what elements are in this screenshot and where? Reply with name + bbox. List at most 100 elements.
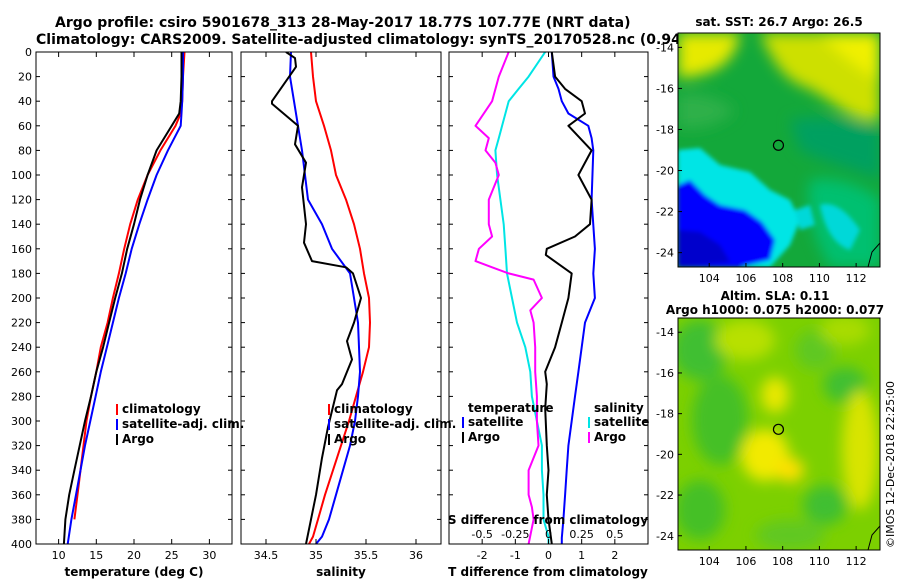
map-x-tick-label: 106 [735,555,756,568]
x-tick-label: -2 [477,549,488,562]
y-tick-label: 280 [11,390,32,403]
y-tick-label: 80 [18,144,32,157]
x-tick-label: 35 [309,549,323,562]
series-argo [271,52,362,544]
map-y-tick-label: -14 [656,326,674,339]
y-tick-label: 0 [25,46,32,59]
legend-label-s-satellite: satellite [594,415,649,429]
map-y-tick-label: -22 [656,489,674,502]
salinity-panel: 34.5 35 35.5 36 salinity climatology satell… [240,51,456,579]
legend-title-salinity: salinity [594,401,644,415]
temperature-curves [62,52,186,544]
y-tick-label: 320 [11,440,32,453]
map-y-tick-label: -16 [656,82,674,95]
top-x-tick-label: 0 [545,528,552,541]
y-tick-label: 360 [11,489,32,502]
map-x-tick-label: 110 [809,272,830,285]
map-x-tick-label: 112 [846,555,867,568]
map-y-tick-label: -16 [656,367,674,380]
map-y-tick-label: -18 [656,408,674,421]
map-x-tick-label: 110 [809,555,830,568]
sla-map-frame [677,317,881,551]
difference-curves [474,52,596,544]
series-argo [62,52,183,544]
temperature-yticks: 0 20 40 60 80 100 120 140 160 180 200 220 240 260 280 3… [11,46,32,551]
series-t-satellite [550,52,596,544]
sst-map-panel: sat. SST: 26.7 Argo: 26.5 104 106 108 110 1 [656,15,881,285]
x-tick-label: 36 [409,549,423,562]
temperature-panel: 0 20 40 60 80 100 120 140 160 180 200 220 240 260 280 3… [11,46,244,579]
x-tick-label: 1 [578,549,585,562]
y-tick-label: 100 [11,169,32,182]
legend-label-t-satellite: satellite [468,415,523,429]
map-x-tick-label: 108 [772,272,793,285]
y-tick-label: 60 [18,120,32,133]
y-tick-label: 220 [11,317,32,330]
series-climatology [73,52,186,520]
series-satellite-adj-clim- [289,52,361,544]
map-x-tick-label: 108 [772,555,793,568]
sst-map-title: sat. SST: 26.7 Argo: 26.5 [695,15,862,29]
sst-map-xticks: 104 106 108 110 112 [699,263,867,285]
salinity-curves [271,52,371,544]
x-tick-label: 34.5 [254,549,279,562]
x-tick-label: 20 [127,549,141,562]
sla-map-panel: Altim. SLA: 0.11 Argo h1000: 0.075 h2000… [656,289,884,568]
difference-panel: -2 -1 0 1 2 -0.5 -0.25 0 0.25 0.5 S difference f… [448,51,649,579]
temperature-xticks: 10 15 20 25 30 [36,51,232,562]
map-y-tick-label: -14 [656,41,674,54]
y-tick-label: 180 [11,267,32,280]
salinity-xticks: 34.5 35 35.5 36 [241,51,441,562]
map-x-tick-label: 104 [699,555,720,568]
y-tick-label: 300 [11,415,32,428]
series-t-argo [544,52,593,544]
series-satellite-adj-clim- [66,52,184,544]
sst-map-yticks: -14 -16 -18 -20 -22 -24 [656,41,682,260]
map-y-tick-label: -24 [656,247,674,260]
legend-label-climatology: climatology [334,402,413,416]
x-tick-label: 0 [545,549,552,562]
y-tick-label: 140 [11,218,32,231]
sst-map-frame [677,32,881,268]
difference-top-xlabel: S difference from climatology [448,513,648,527]
sla-map-title-line1: Altim. SLA: 0.11 [721,289,830,303]
y-tick-label: 340 [11,464,32,477]
series-climatology [308,52,371,544]
x-tick-label: 15 [89,549,103,562]
legend-label-climatology: climatology [122,402,201,416]
y-tick-label: 40 [18,95,32,108]
x-tick-label: 2 [611,549,618,562]
y-tick-label: 260 [11,366,32,379]
difference-top-xticks: -0.5 -0.25 0 0.25 0.5 [471,528,623,541]
top-x-tick-label: -0.5 [471,528,492,541]
x-tick-label: -1 [510,549,521,562]
map-x-tick-label: 106 [735,272,756,285]
salinity-legend: climatology satellite-adj. clim. Argo [328,402,456,446]
map-y-tick-label: -18 [656,123,674,136]
map-y-tick-label: -24 [656,530,674,543]
sst-map-argo-marker [772,139,785,151]
map-y-tick-label: -20 [656,448,674,461]
y-tick-label: 240 [11,341,32,354]
y-tick-label: 380 [11,513,32,526]
difference-xticks: -2 -1 0 1 2 [449,51,648,562]
temperature-xlabel: temperature (deg C) [65,565,204,579]
temperature-legend: climatology satellite-adj. clim. Argo [116,402,244,446]
y-tick-label: 120 [11,194,32,207]
map-x-tick-label: 104 [699,272,720,285]
sla-map-image [678,318,880,550]
top-x-tick-label: 0.25 [569,528,594,541]
salinity-frame [240,51,442,545]
x-tick-label: 35.5 [354,549,379,562]
y-tick-label: 200 [11,292,32,305]
difference-xlabel: T difference from climatology [448,565,648,579]
sla-map-yticks: -14 -16 -18 -20 -22 -24 [656,326,682,543]
map-x-tick-label: 112 [846,272,867,285]
y-tick-label: 160 [11,243,32,256]
sst-map-image [678,33,880,267]
x-tick-label: 25 [165,549,179,562]
legend-label-t-argo: Argo [468,430,500,444]
salinity-xlabel: salinity [316,565,366,579]
map-y-tick-label: -22 [656,206,674,219]
